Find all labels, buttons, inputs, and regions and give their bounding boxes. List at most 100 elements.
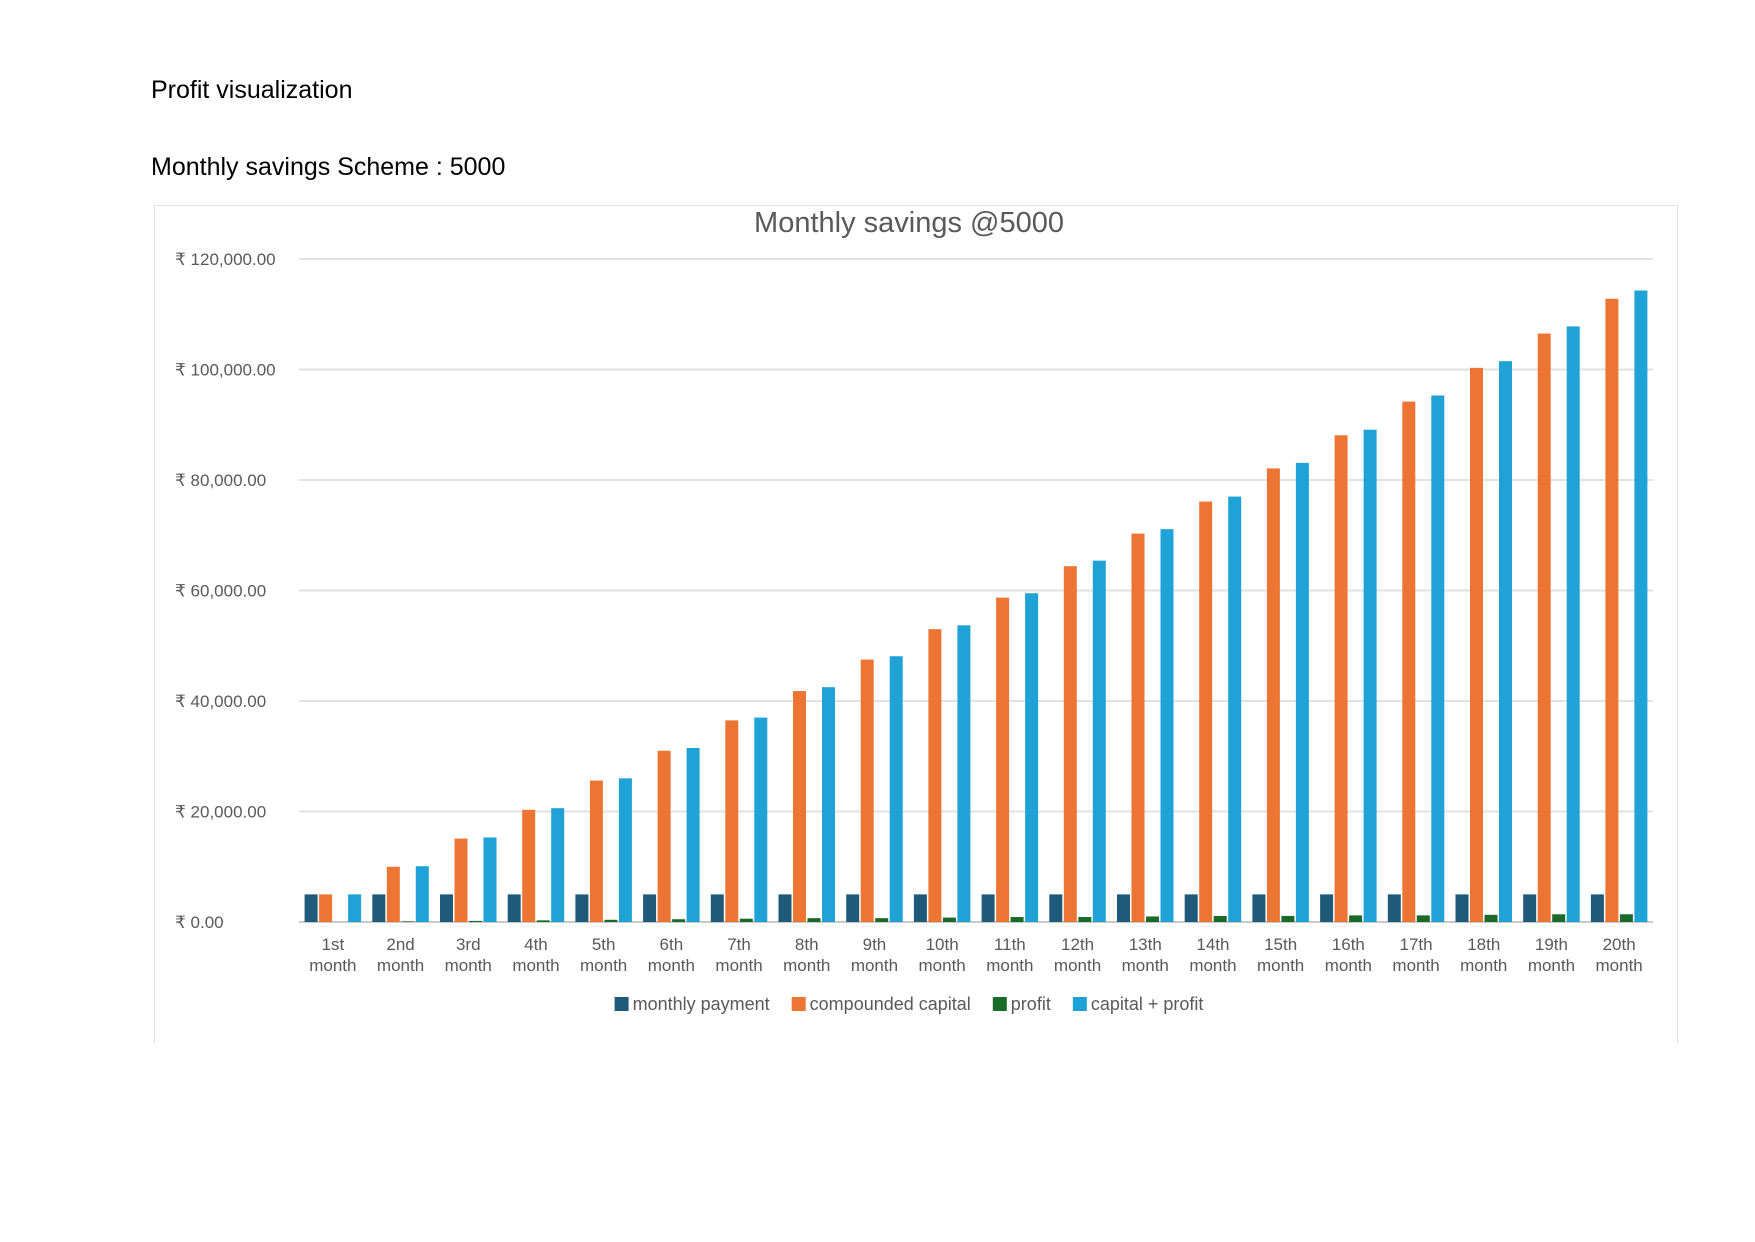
bar [1092,560,1106,922]
x-tick-label: 2nd month [377,935,424,975]
bar [739,918,753,922]
bar [1634,290,1648,922]
bar [1252,894,1266,922]
page-title: Profit visualization [151,76,353,104]
bar [981,894,995,922]
bar [1320,894,1334,922]
bar [1199,501,1213,922]
bar [575,894,589,922]
x-tick-label: 6th month [648,935,695,975]
bar [1523,894,1537,922]
bar [1281,915,1295,922]
y-tick-label: ₹ 100,000.00 [175,361,276,380]
bar [507,894,521,922]
x-tick-label: 5th month [580,935,627,975]
chart-container: Monthly savings @5000 ₹ 0.00 ₹ 20,000.00 ₹… [154,205,1678,1043]
y-tick-label: ₹ 80,000.00 [175,471,266,490]
x-tick-label: 7th month [715,935,762,975]
bar-chart: Monthly savings @5000 ₹ 0.00₹ 20,000.00₹… [175,207,1653,1014]
bar [889,656,903,922]
bar [1416,915,1430,922]
bar [846,894,860,922]
legend-label: capital + profit [1091,994,1204,1014]
bar [522,809,536,922]
bar [1266,468,1280,922]
y-tick-label: ₹ 40,000.00 [175,692,266,711]
bar [1431,395,1445,922]
legend-item: compounded capital [791,994,971,1014]
legend-label: profit [1011,994,1051,1014]
bar [440,894,453,922]
bar [319,894,333,922]
legend-label: compounded capital [810,994,971,1014]
y-axis-tick-labels: ₹ 0.00 ₹ 20,000.00 ₹ 40,000.00 ₹ 60,000.00 ₹… [175,250,276,932]
bar [1334,435,1348,922]
bar [372,894,386,922]
x-tick-label: 13th month [1122,935,1169,975]
bar [1402,401,1416,922]
bar [1363,429,1377,922]
bar [1537,333,1551,922]
y-tick-label: ₹ 0.00 [175,913,224,932]
legend-swatch [791,997,806,1011]
x-tick-label: 8th month [783,935,830,975]
bar [754,717,768,922]
gridlines [299,258,1653,923]
bar [913,894,927,922]
bars [304,290,1648,922]
bar [415,866,429,922]
bar [1063,566,1077,922]
bar [1025,593,1039,922]
x-tick-label: 14th month [1189,935,1236,975]
x-tick-label: 19th month [1528,935,1575,975]
legend-item: profit [992,994,1051,1014]
bar [928,629,942,922]
bar [657,750,671,922]
bar [1499,361,1512,922]
bar [860,659,874,922]
bar [1160,529,1174,922]
y-tick-label: ₹ 60,000.00 [175,582,266,601]
bar [1228,496,1242,922]
x-tick-label: 20th month [1596,935,1643,975]
bar [957,625,971,922]
x-tick-label: 16th month [1325,935,1372,975]
bar [1078,917,1092,922]
page-subtitle: Monthly savings Scheme : 5000 [151,153,506,181]
bar [1117,894,1130,922]
bar [875,918,889,922]
bar [1010,917,1024,922]
bar [469,920,482,922]
bar [807,918,821,922]
x-tick-label: 17th month [1392,935,1439,975]
bar [1455,894,1469,922]
bar [386,866,400,922]
x-tick-label: 3rd month [445,935,492,975]
bar [1552,914,1566,922]
chart-title: Monthly savings @5000 [754,207,1064,239]
bar [1131,533,1145,922]
bar [1349,915,1363,922]
bar [725,720,739,922]
bar [686,747,700,922]
legend-item: capital + profit [1072,994,1204,1014]
legend: monthly payment compounded capital profit c… [614,994,1204,1014]
legend-label: monthly payment [633,994,770,1014]
bar [1484,914,1498,922]
legend-swatch [1072,997,1087,1011]
bar [1605,298,1619,922]
bar [401,921,415,922]
x-tick-label: 11th month [986,935,1033,975]
legend-swatch [992,997,1007,1011]
bar [551,808,565,922]
bar [1619,914,1633,922]
bar [618,778,632,922]
x-tick-label: 1st month [309,935,356,975]
x-tick-label: 9th month [851,935,898,975]
bar [1387,894,1401,922]
legend-item: monthly payment [614,994,770,1014]
bar [710,894,724,922]
x-tick-label: 4th month [512,935,559,975]
bar [1295,462,1309,922]
bar [996,597,1010,922]
